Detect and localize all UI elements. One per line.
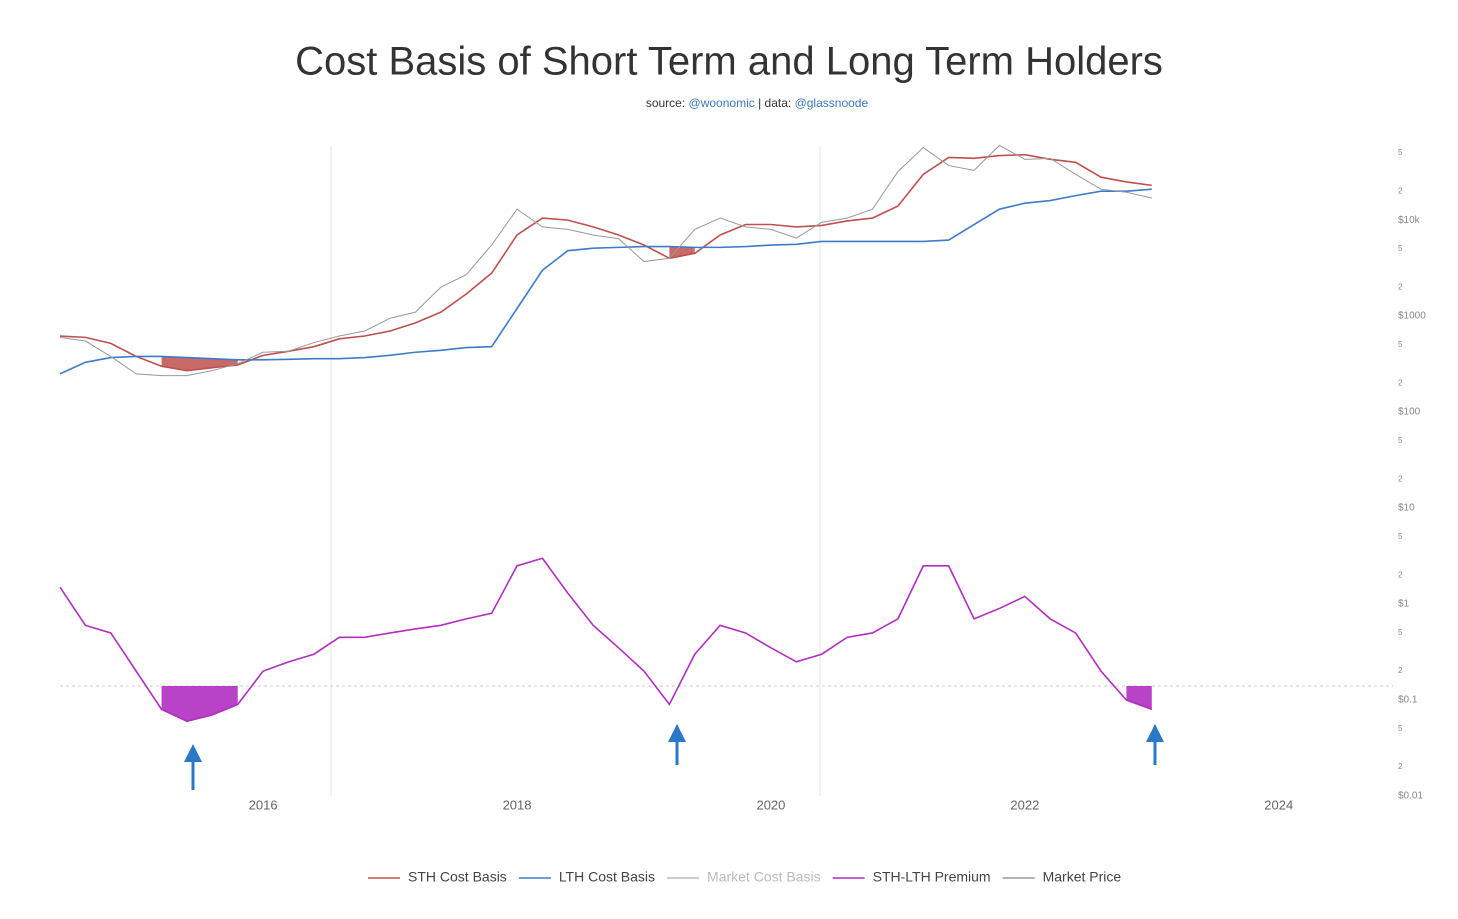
arrow-head <box>668 724 686 742</box>
sth-below-lth-fill <box>161 356 238 371</box>
series-line <box>59 188 1152 375</box>
x-tick-label: 2020 <box>756 797 785 812</box>
legend-label: LTH Cost Basis <box>559 869 655 885</box>
annotation-arrows <box>184 724 1164 790</box>
legend-label: Market Price <box>1043 869 1122 885</box>
sth-below-lth-fill <box>669 246 695 259</box>
y-tick-label: 5 <box>1398 244 1403 253</box>
y-tick-label: 5 <box>1398 628 1403 637</box>
x-tick-label: 2016 <box>249 797 278 812</box>
x-tick-label: 2022 <box>1010 797 1039 812</box>
y-tick-label: $0.1 <box>1398 695 1418 706</box>
x-tick-label: 2018 <box>503 797 532 812</box>
y-tick-label: 5 <box>1398 340 1403 349</box>
chart-subtitle: source: @woonomic | data: @glassnoode <box>646 96 869 110</box>
subtitle-link[interactable]: @woonomic <box>689 96 755 110</box>
legend-item[interactable]: LTH Cost Basis <box>518 869 655 885</box>
y-tick-label: 5 <box>1398 436 1403 445</box>
y-tick-label: 2 <box>1398 762 1403 771</box>
y-tick-label: $0.01 <box>1398 791 1423 802</box>
legend-item[interactable]: Market Cost Basis <box>667 869 821 885</box>
legend-item[interactable]: Market Price <box>1002 869 1122 885</box>
arrow-head <box>1146 724 1164 742</box>
subtitle-part: source: <box>646 96 685 110</box>
y-tick-label: 5 <box>1398 532 1403 541</box>
legend-label: Market Cost Basis <box>707 869 821 885</box>
premium-fill <box>1126 685 1152 710</box>
y-tick-label: 5 <box>1398 724 1403 733</box>
legend-item[interactable]: STH Cost Basis <box>368 869 507 885</box>
premium-fill <box>161 685 238 722</box>
y-tick-label: 2 <box>1398 378 1403 387</box>
y-tick-label: $1 <box>1398 599 1410 610</box>
y-tick-label: $10 <box>1398 503 1415 514</box>
y-tick-label: $100 <box>1398 407 1421 418</box>
y-tick-label: 2 <box>1398 282 1403 291</box>
legend: STH Cost Basis LTH Cost Basis Market Cost … <box>368 869 1121 885</box>
subtitle-link[interactable]: @glassnoode <box>795 96 869 110</box>
series-line <box>59 557 1153 723</box>
y-tick-label: 2 <box>1398 666 1403 675</box>
series-line <box>59 153 1152 372</box>
legend-item[interactable]: STH-LTH Premium <box>832 869 991 885</box>
arrow-head <box>184 744 202 762</box>
legend-label: STH-LTH Premium <box>873 869 991 885</box>
subtitle-part: | data: <box>758 96 791 110</box>
y-tick-label: 2 <box>1398 186 1403 195</box>
plot-area: $0.01 2 5 $0.1 2 5 $1 2 5 $10 2 5 $100 2 5 $1000 2 5 $10k 2… <box>59 144 1426 812</box>
series-line <box>59 144 1152 377</box>
legend-label: STH Cost Basis <box>408 869 507 885</box>
y-tick-label: $10k <box>1398 215 1421 226</box>
x-tick-label: 2024 <box>1264 797 1293 812</box>
chart-title: Cost Basis of Short Term and Long Term H… <box>295 40 1163 84</box>
y-tick-label: 5 <box>1398 148 1403 157</box>
y-tick-label: 2 <box>1398 474 1403 483</box>
y-tick-label: $1000 <box>1398 311 1426 322</box>
y-tick-label: 2 <box>1398 570 1403 579</box>
